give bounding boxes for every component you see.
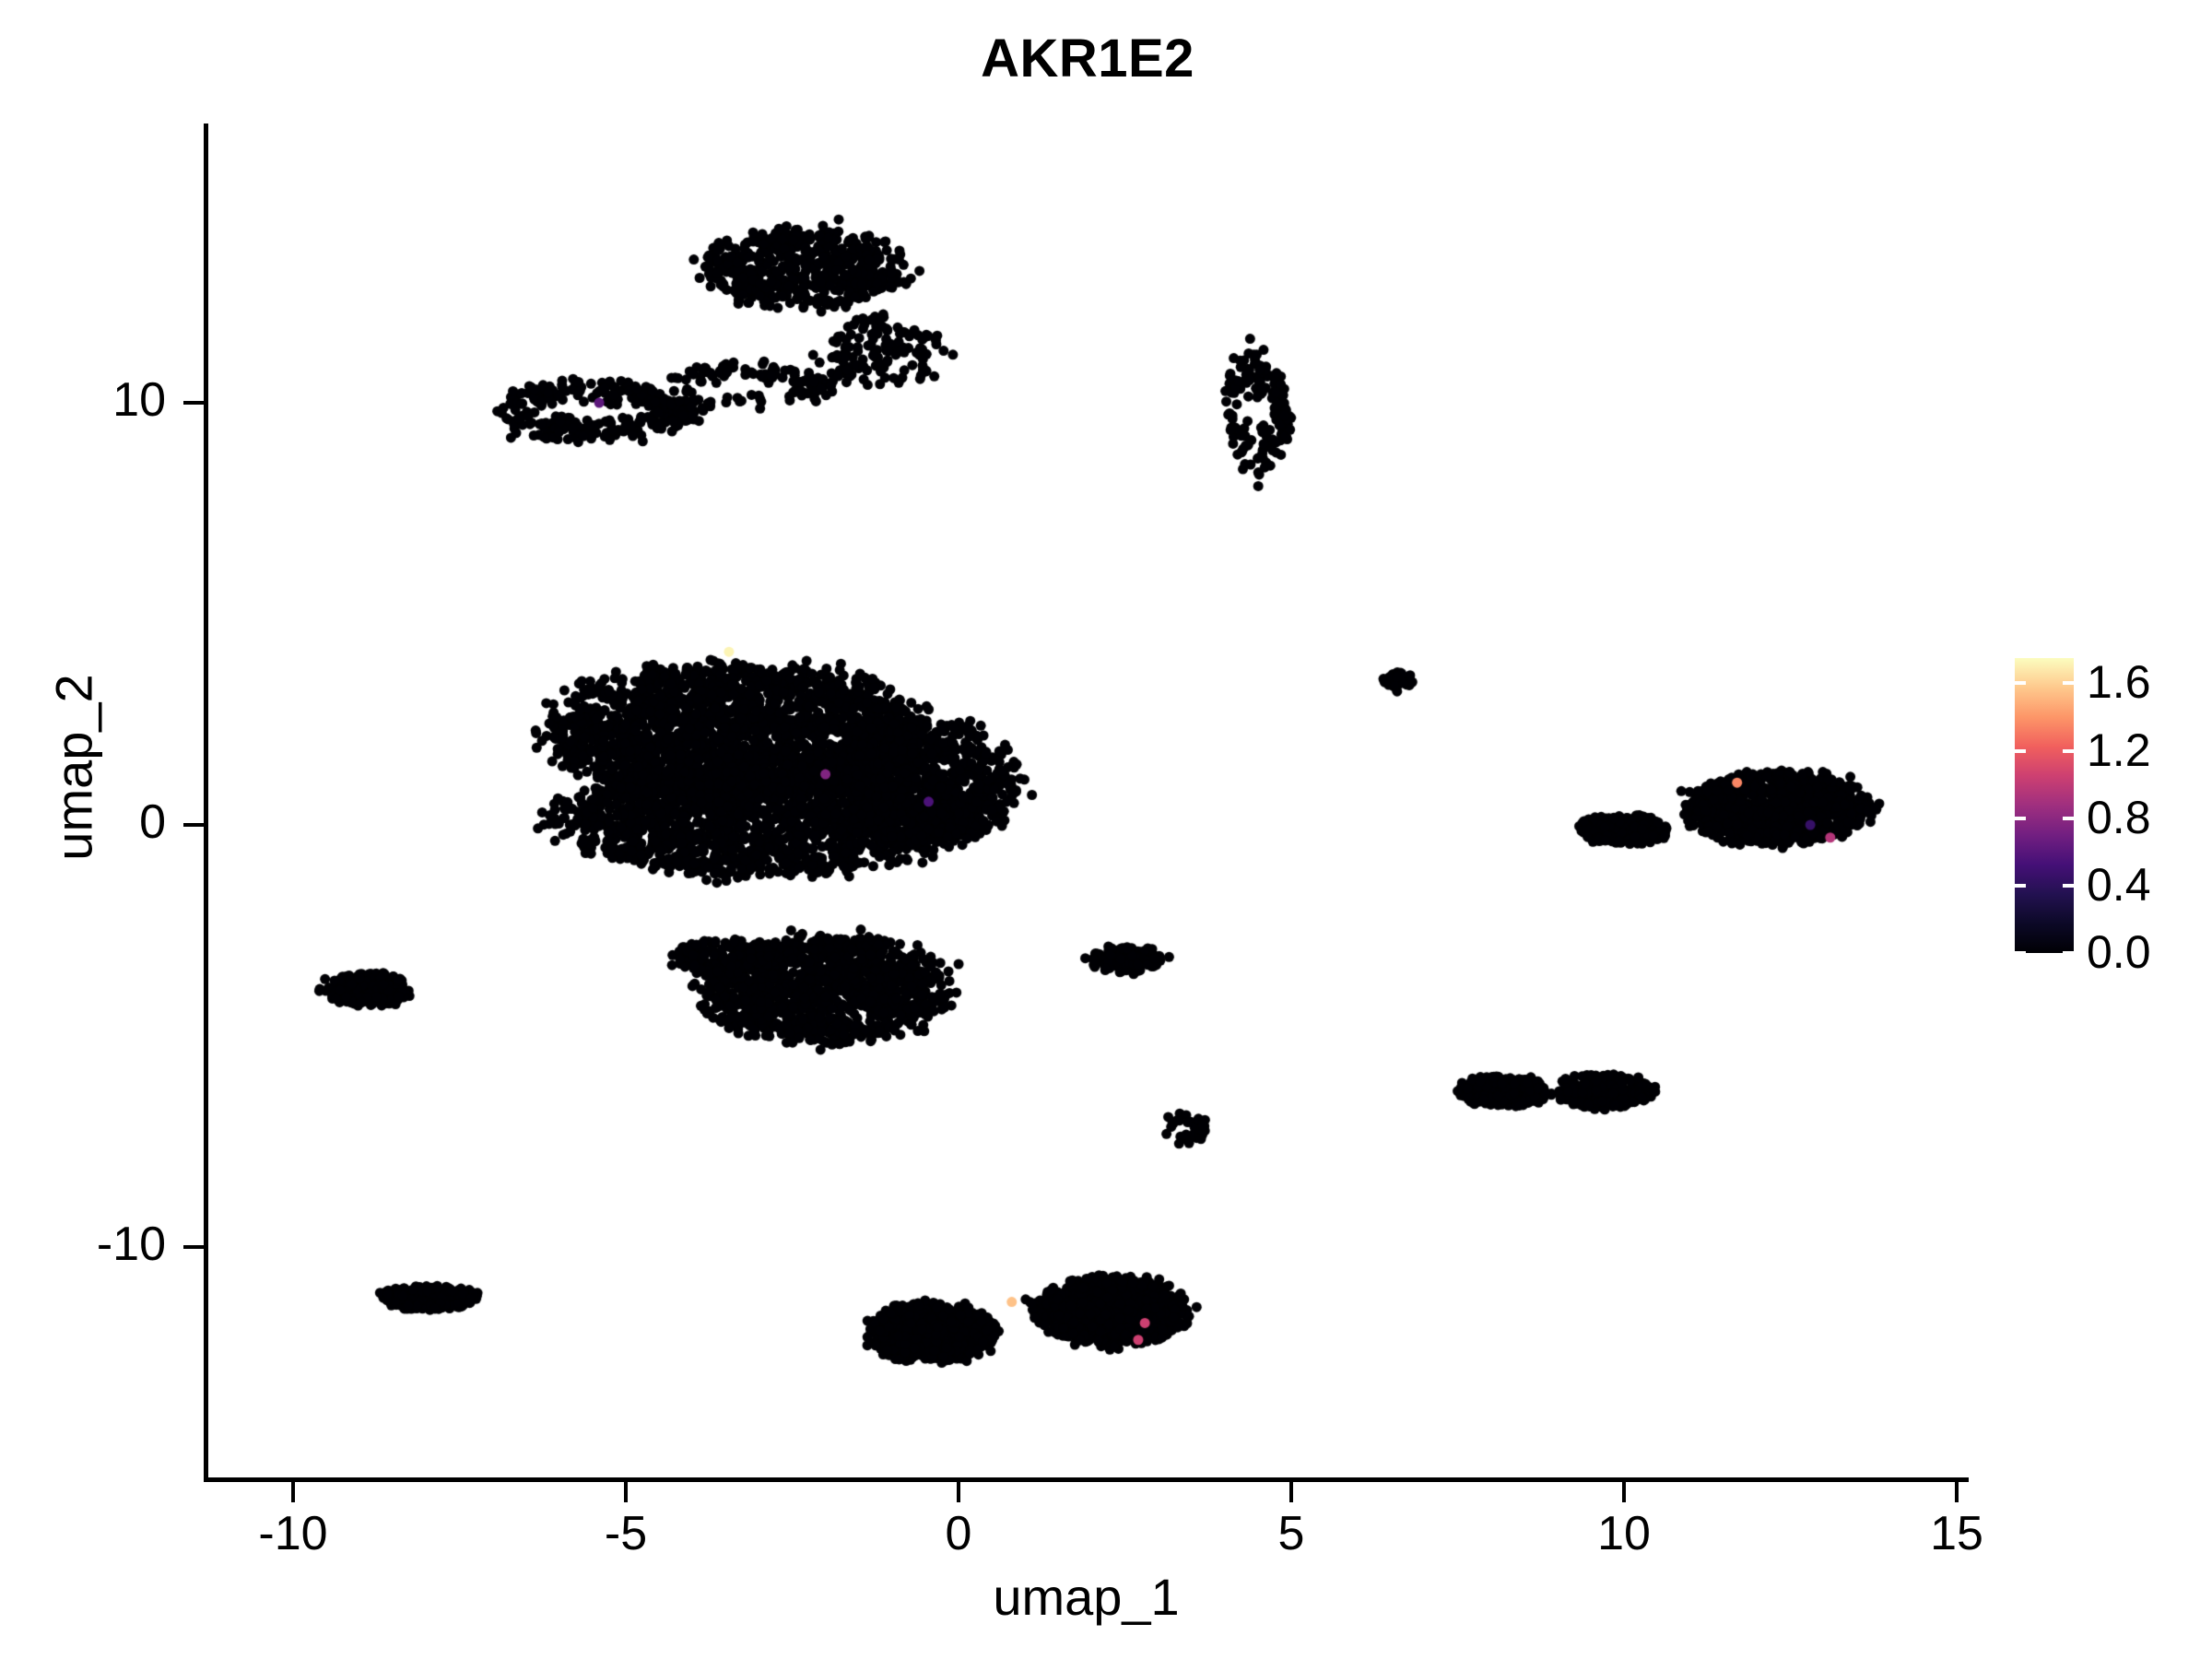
x-tick-label: 0 bbox=[945, 1507, 972, 1560]
colorbar-tick-mark bbox=[2015, 748, 2026, 753]
y-axis-label: umap_2 bbox=[44, 674, 103, 861]
scatter-points-canvas bbox=[208, 125, 1967, 1477]
colorbar-tick-mark bbox=[2063, 816, 2074, 820]
colorbar-tick-label: 0.0 bbox=[2087, 926, 2151, 978]
x-tick-label: 15 bbox=[1930, 1507, 1983, 1560]
x-tick-mark bbox=[957, 1482, 960, 1502]
y-tick-mark bbox=[183, 1245, 204, 1249]
y-tick-label: -10 bbox=[96, 1218, 166, 1271]
colorbar-tick-label: 1.6 bbox=[2087, 656, 2151, 709]
colorbar-gradient bbox=[2015, 658, 2074, 953]
x-axis-label: umap_1 bbox=[993, 1568, 1180, 1626]
y-tick-label: 10 bbox=[112, 373, 166, 427]
colorbar-legend: 1.6 1.2 0.8 0.4 0.0 bbox=[2009, 645, 2212, 977]
x-tick-label: -10 bbox=[258, 1507, 328, 1560]
x-axis-line bbox=[204, 1477, 1969, 1482]
x-tick-label: 5 bbox=[1277, 1507, 1305, 1560]
y-tick-mark bbox=[183, 401, 204, 405]
colorbar-tick-mark bbox=[2063, 748, 2074, 753]
colorbar-tick-label: 0.8 bbox=[2087, 791, 2151, 843]
colorbar-tick-mark bbox=[2015, 883, 2026, 888]
x-tick-mark bbox=[1955, 1482, 1959, 1502]
x-tick-label: -5 bbox=[604, 1507, 648, 1560]
colorbar-tick-mark bbox=[2063, 883, 2074, 888]
y-tick-label: 0 bbox=[139, 795, 166, 849]
y-tick-mark bbox=[183, 823, 204, 827]
colorbar-tick-label: 0.4 bbox=[2087, 858, 2151, 911]
y-axis-line bbox=[204, 124, 208, 1482]
colorbar-tick-mark bbox=[2015, 681, 2026, 686]
x-tick-label: 10 bbox=[1597, 1507, 1651, 1560]
colorbar-tick-mark bbox=[2063, 951, 2074, 955]
x-tick-mark bbox=[291, 1482, 295, 1502]
scatter-plot-area[interactable] bbox=[208, 125, 1967, 1477]
colorbar-tick-mark bbox=[2015, 951, 2026, 955]
page-title: AKR1E2 bbox=[981, 29, 1194, 88]
colorbar-tick-mark bbox=[2015, 816, 2026, 820]
x-tick-mark bbox=[1289, 1482, 1293, 1502]
x-tick-mark bbox=[1622, 1482, 1626, 1502]
colorbar-tick-label: 1.2 bbox=[2087, 724, 2151, 776]
x-tick-mark bbox=[624, 1482, 628, 1502]
colorbar-tick-mark bbox=[2063, 681, 2074, 686]
